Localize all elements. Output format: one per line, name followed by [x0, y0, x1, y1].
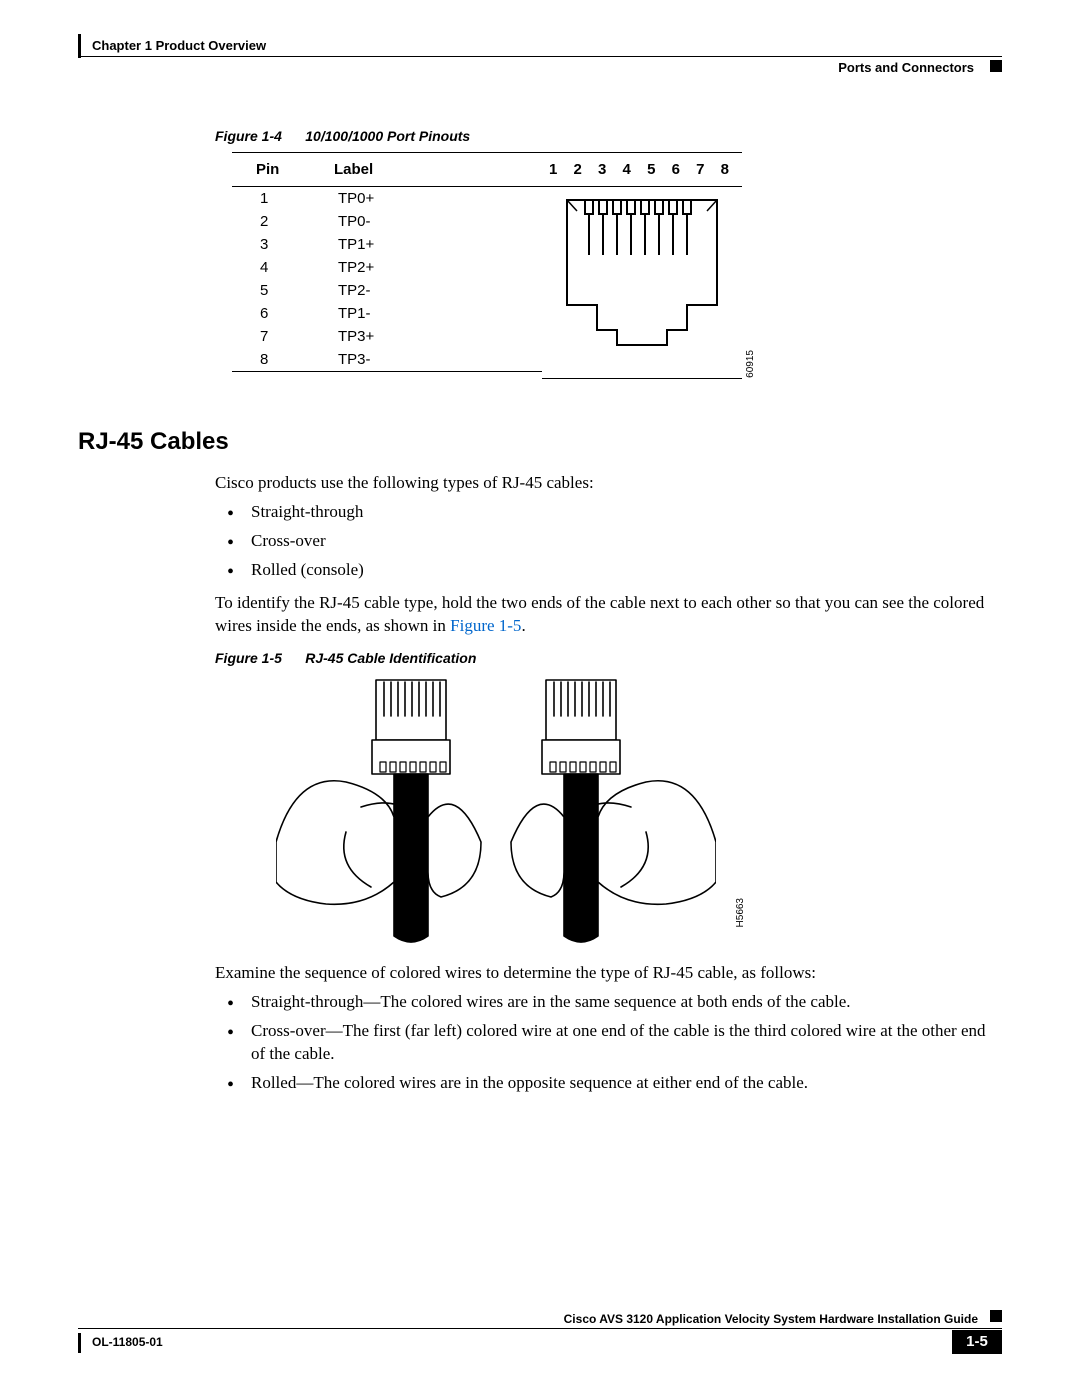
- table-row: 8TP3-: [232, 348, 542, 371]
- footer-right-square: [990, 1310, 1002, 1322]
- body-block-2: Examine the sequence of colored wires to…: [215, 962, 990, 1101]
- list-item: Cross-over: [251, 530, 990, 553]
- list-item: Rolled (console): [251, 559, 990, 582]
- list-item: Cross-over—The first (far left) colored …: [251, 1020, 990, 1066]
- table-row: 3TP1+: [232, 233, 542, 256]
- section-heading-rj45-cables: RJ-45 Cables: [78, 428, 229, 456]
- pinout-table: Pin Label 1TP0+ 2TP0- 3TP1+ 4TP2+ 5TP2- …: [232, 152, 542, 372]
- pin-header-col2: Label: [334, 161, 542, 178]
- body-block-1: Cisco products use the following types o…: [215, 472, 990, 638]
- figure-1-4-art-id: 60915: [745, 350, 756, 378]
- examine-paragraph: Examine the sequence of colored wires to…: [215, 962, 990, 985]
- figure-1-5-link[interactable]: Figure 1-5: [450, 616, 521, 635]
- list-item: Straight-through—The colored wires are i…: [251, 991, 990, 1014]
- page-footer: Cisco AVS 3120 Application Velocity Syst…: [78, 1328, 1002, 1357]
- hands-holding-connectors-icon: [276, 672, 716, 952]
- rj45-cable-identification-diagram: H5663: [276, 672, 716, 957]
- table-row: 2TP0-: [232, 210, 542, 233]
- footer-doc-id: OL-11805-01: [92, 1335, 163, 1349]
- cable-type-list: Straight-through Cross-over Rolled (cons…: [215, 501, 990, 582]
- jack-pin-numbers: 1 2 3 4 5 6 7 8: [542, 153, 742, 187]
- list-item: Straight-through: [251, 501, 990, 524]
- identify-paragraph: To identify the RJ-45 cable type, hold t…: [215, 592, 990, 638]
- page-header: Chapter 1 Product Overview Ports and Con…: [78, 38, 1002, 57]
- table-row: 5TP2-: [232, 279, 542, 302]
- figure-1-5-title: RJ-45 Cable Identification: [305, 650, 476, 666]
- table-row: 7TP3+: [232, 325, 542, 348]
- list-item: Rolled—The colored wires are in the oppo…: [251, 1072, 990, 1095]
- page-number: 1-5: [952, 1330, 1002, 1354]
- chapter-label: Chapter 1 Product Overview: [92, 38, 266, 53]
- figure-1-5-art-id: H5663: [735, 898, 746, 927]
- header-left-marker: [78, 34, 81, 58]
- header-right-square: [990, 60, 1002, 72]
- figure-1-5-caption: Figure 1-5 RJ-45 Cable Identification: [215, 650, 476, 666]
- rj45-jack-icon: [557, 195, 727, 355]
- intro-paragraph: Cisco products use the following types o…: [215, 472, 990, 495]
- cable-sequence-list: Straight-through—The colored wires are i…: [215, 991, 990, 1095]
- section-label: Ports and Connectors: [838, 60, 974, 75]
- table-row: 6TP1-: [232, 302, 542, 325]
- footer-left-marker: [78, 1333, 81, 1353]
- figure-1-4-label: Figure 1-4: [215, 128, 282, 144]
- rj45-jack-diagram: 1 2 3 4 5 6 7 8 60915: [542, 152, 742, 379]
- table-row: 1TP0+: [232, 187, 542, 210]
- header-rule: [78, 56, 1002, 57]
- figure-1-5-label: Figure 1-5: [215, 650, 282, 666]
- pin-header-col1: Pin: [232, 161, 334, 178]
- figure-1-4-title: 10/100/1000 Port Pinouts: [305, 128, 470, 144]
- footer-guide-title: Cisco AVS 3120 Application Velocity Syst…: [564, 1312, 978, 1326]
- table-row: 4TP2+: [232, 256, 542, 279]
- figure-1-4-caption: Figure 1-4 10/100/1000 Port Pinouts: [215, 128, 470, 144]
